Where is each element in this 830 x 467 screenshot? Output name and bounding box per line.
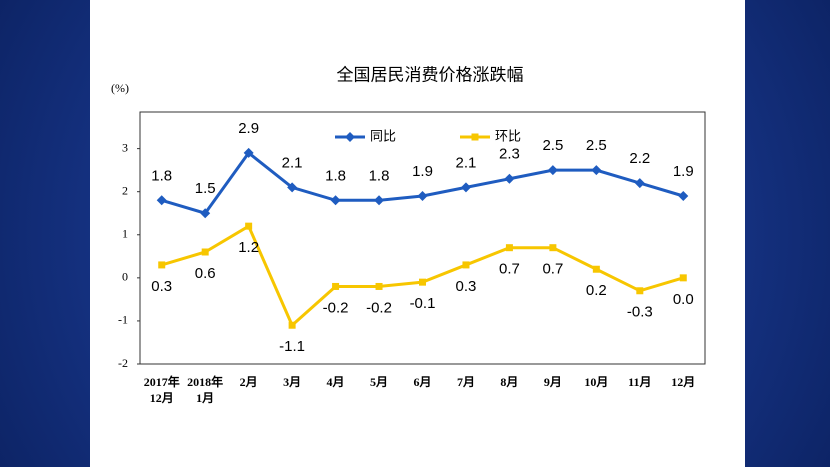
x-tick-label: 6月 [413, 375, 432, 389]
point [330, 195, 341, 206]
data-label: 2.2 [629, 150, 650, 167]
point [158, 261, 166, 269]
x-tick-label: 2月 [239, 375, 258, 389]
y-axis-label: (%) [111, 81, 129, 95]
x-tick-label: 7月 [456, 375, 475, 389]
point [460, 182, 471, 193]
data-label: 0.3 [456, 278, 477, 295]
point [549, 244, 557, 252]
point [417, 191, 428, 201]
data-label: -0.1 [410, 295, 436, 312]
x-tick-label: 8月 [500, 375, 519, 389]
point [636, 287, 644, 295]
data-label: 0.6 [195, 265, 216, 282]
legend-marker [345, 132, 355, 142]
x-tick-label: 11月 [628, 375, 652, 389]
plot-frame [139, 111, 706, 365]
point [547, 165, 558, 176]
legend-label: 同比 [370, 128, 396, 143]
point [505, 244, 513, 252]
data-label: 1.9 [673, 163, 694, 180]
point [156, 195, 167, 206]
x-tick-label: 9月 [543, 375, 562, 389]
data-label: -0.2 [323, 299, 349, 316]
data-label: 2.1 [282, 154, 303, 171]
data-label: 1.2 [238, 239, 259, 256]
point [634, 178, 645, 189]
data-label: 1.8 [369, 167, 390, 184]
data-label: 2.1 [456, 154, 477, 171]
data-label: 2.3 [499, 146, 520, 163]
data-label: -0.3 [627, 304, 653, 321]
legend-label: 环比 [495, 128, 521, 143]
point [200, 208, 211, 219]
slide [90, 0, 745, 467]
data-label: 0.7 [542, 261, 563, 278]
x-tick-label: 2017年 12月 [143, 375, 180, 405]
y-tick-label: 0 [122, 270, 128, 284]
point [462, 261, 470, 269]
data-label: 0.7 [499, 261, 520, 278]
y-tick-label: 2 [122, 183, 128, 197]
data-label: 2.5 [542, 137, 563, 154]
point [679, 274, 687, 282]
legend-marker [471, 133, 479, 141]
point [504, 173, 515, 184]
x-tick-label: 12月 [671, 375, 696, 389]
x-tick-label: 5月 [370, 375, 389, 389]
point [375, 282, 383, 290]
x-tick-label: 4月 [326, 375, 345, 389]
data-label: 1.9 [412, 163, 433, 180]
data-label: 1.8 [151, 167, 172, 184]
data-label: 2.5 [586, 137, 607, 154]
point [332, 282, 340, 290]
y-tick-label: -2 [118, 356, 128, 370]
point [678, 191, 689, 201]
chart-title: 全国居民消费价格涨跌幅 [337, 65, 524, 84]
x-tick-label: 3月 [283, 375, 302, 389]
point [591, 165, 602, 176]
data-label: 0.3 [151, 278, 172, 295]
y-tick-label: -1 [118, 313, 128, 327]
y-tick-label: 3 [122, 140, 128, 154]
point [288, 321, 296, 329]
point [419, 278, 426, 286]
point [243, 147, 254, 158]
x-tick-label: 10月 [584, 375, 609, 389]
data-label: -0.2 [366, 299, 392, 316]
data-label: -1.1 [279, 338, 305, 355]
point [201, 248, 209, 256]
point [287, 182, 298, 193]
series-line [161, 150, 684, 215]
data-label: 2.9 [238, 120, 259, 137]
data-label: 1.5 [195, 180, 216, 197]
x-tick-label: 2018年 1月 [187, 375, 224, 405]
data-label: 0.0 [673, 291, 694, 308]
y-tick-label: 1 [122, 227, 128, 241]
data-label: 0.2 [586, 282, 607, 299]
data-label: 1.8 [325, 167, 346, 184]
point [592, 265, 600, 273]
point [245, 222, 253, 230]
point [374, 195, 385, 206]
